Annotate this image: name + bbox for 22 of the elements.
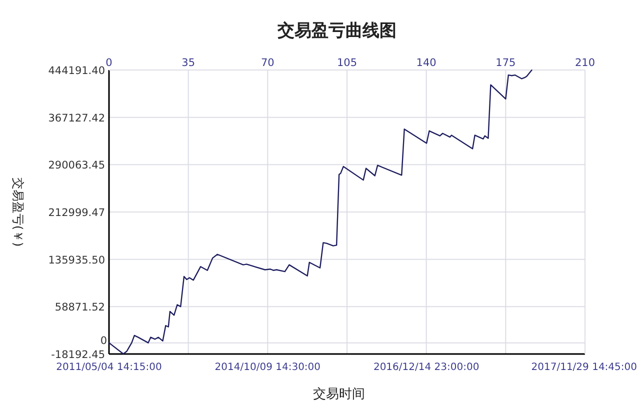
x-tick-label: 175 [496,57,516,69]
y-tick-label: -18192.45 [51,349,105,361]
x-tick-label: 140 [416,57,436,69]
y-axis-title: 交易盈亏(￥) [11,177,25,247]
y-tick-label: 444191.40 [48,65,105,77]
y-tick-label: 212999.47 [48,207,105,219]
chart-title: 交易盈亏曲线图 [276,21,396,41]
x-axis-title: 交易时间 [313,386,365,402]
y-tick-label: 135935.50 [48,254,105,266]
x-tick-label: 105 [336,57,358,69]
y-tick-label: 58871.52 [54,302,105,314]
y-tick-label: 367127.42 [48,112,105,124]
text: 2017/11/29 14:45:00 [531,362,637,373]
x-tick-label: 210 [574,57,596,69]
x-tick-label: 0 [106,57,112,69]
y-tick-label: 290063.45 [48,160,105,172]
y-tick-label: 0 [100,334,107,347]
text: 2016/12/14 23:00:00 [373,362,480,373]
x-tick-label: 70 [260,57,274,69]
text: 2014/10/09 14:30:00 [214,362,321,373]
x-tick-label: 35 [182,57,196,69]
text: 2011/05/04 14:15:00 [56,362,162,373]
